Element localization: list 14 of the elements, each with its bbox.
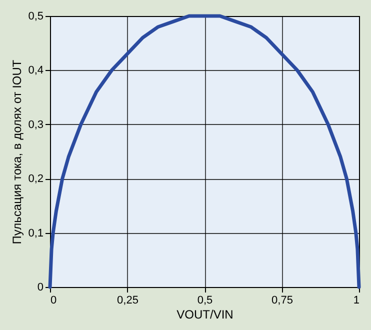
x-tick-label: 0,25 <box>117 294 138 306</box>
y-tick-label: 0 <box>37 282 44 294</box>
x-axis-title: VOUT/VIN <box>176 308 234 322</box>
x-tick-label: 0 <box>50 294 57 306</box>
x-tick-label: 1 <box>353 294 360 306</box>
y-tick-label: 0,2 <box>28 173 44 186</box>
y-tick-label: 0,1 <box>28 227 44 240</box>
y-tick-label: 0,3 <box>28 118 44 131</box>
x-tick-label: 0,75 <box>272 294 293 306</box>
y-tick-label: 0,4 <box>28 64 44 77</box>
line-series <box>48 14 361 289</box>
y-tick-label: 0,5 <box>28 10 44 22</box>
x-tick-label: 0,5 <box>197 294 213 306</box>
y-axis-title: Пульсация тока, в долях от IOUT <box>10 59 24 244</box>
